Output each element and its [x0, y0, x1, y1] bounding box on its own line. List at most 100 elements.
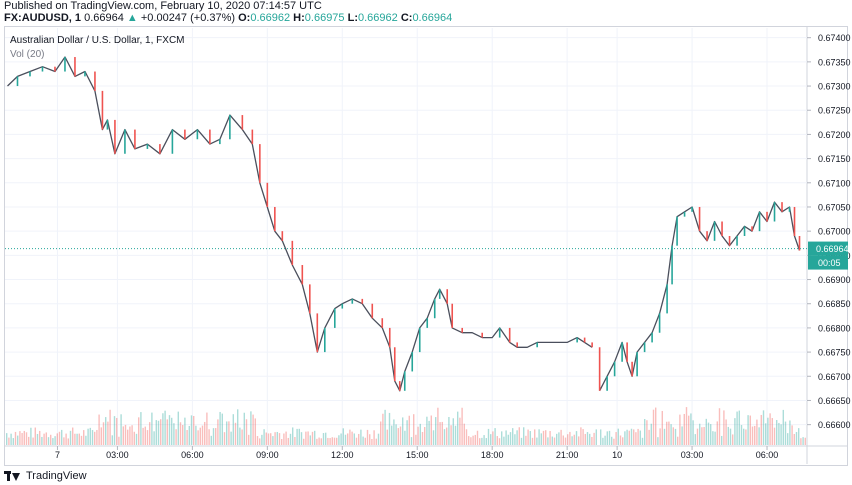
volume-bar [39, 430, 41, 445]
volume-bar [694, 434, 696, 445]
chart-legend: Australian Dollar / U.S. Dollar, 1, FXCM… [10, 34, 185, 62]
volume-bar [358, 433, 360, 445]
y-tick-label: 0.67300 [818, 82, 851, 92]
volume-bar [459, 417, 461, 445]
volume-bar [782, 409, 784, 445]
volume-bar [320, 438, 322, 445]
volume-bar [789, 420, 791, 445]
quote-line: FX:AUDUSD, 1 0.66964 ▲ +0.00247 (+0.37%)… [4, 12, 452, 24]
volume-bar [89, 427, 91, 445]
volume-bar [747, 415, 749, 445]
volume-bar [67, 438, 69, 445]
volume-bar [547, 437, 549, 445]
volume-bar [135, 433, 138, 445]
volume-bar [47, 437, 50, 445]
volume-bar [226, 421, 228, 445]
volume-bar [395, 424, 397, 445]
volume-bar [540, 433, 542, 445]
volume-bar [701, 427, 703, 445]
volume-bar [670, 424, 672, 445]
volume-bar [118, 436, 120, 445]
volume-bar [377, 433, 380, 445]
volume-bar [494, 428, 496, 445]
volume-bar [91, 430, 94, 445]
volume-bar [138, 417, 140, 445]
volume-bar [802, 437, 804, 445]
last-price-tag [808, 241, 848, 256]
volume-bar [241, 429, 243, 445]
volume-bar [69, 430, 72, 445]
volume-bar [666, 421, 668, 445]
volume-bar [615, 432, 617, 445]
high-value: 0.66975 [304, 12, 345, 24]
volume-bar [129, 426, 131, 445]
volume-bar [164, 410, 166, 445]
volume-bar [19, 431, 21, 445]
volume-bar [529, 431, 531, 445]
volume-bar [342, 428, 344, 445]
volume-bar [173, 423, 175, 445]
volume-bar [351, 431, 353, 445]
volume-bar [421, 431, 424, 445]
volume-bar [175, 429, 177, 445]
volume-bar [558, 432, 560, 445]
volume-bar [347, 433, 349, 445]
volume-bar [397, 428, 399, 445]
volume-bar [582, 429, 584, 445]
volume-bar [633, 429, 635, 445]
volume-bar [100, 427, 102, 445]
volume-bar [468, 436, 470, 445]
volume-bar [507, 434, 509, 445]
volume-bar [188, 425, 190, 445]
volume-bar [122, 426, 124, 445]
volume-bar [160, 419, 162, 445]
volume-bar [487, 428, 490, 445]
volume-bar [12, 438, 14, 445]
volume-bar [17, 435, 19, 445]
y-tick-label: 0.66700 [818, 372, 851, 382]
volume-bar [237, 409, 239, 445]
volume-bar [773, 427, 776, 445]
volume-bar [626, 429, 628, 445]
volume-bar [661, 410, 663, 445]
volume-bar [133, 431, 135, 445]
volume-bar [472, 435, 474, 445]
published-line: Published on TradingView.com, February 1… [4, 0, 322, 12]
volume-bar [270, 433, 272, 445]
volume-bar [545, 430, 547, 445]
tradingview-logo-icon [4, 470, 20, 481]
volume-bar [274, 432, 276, 445]
volume-bar [765, 423, 767, 445]
volume-bar [78, 433, 80, 445]
volume-bar [762, 410, 765, 445]
volume-bar [23, 430, 25, 445]
volume-bar [336, 437, 338, 445]
volume-bar [520, 437, 523, 445]
chart-title: Australian Dollar / U.S. Dollar, 1, FXCM [10, 35, 185, 46]
volume-bar [111, 435, 113, 445]
volume-bar [732, 434, 734, 445]
volume-bar [250, 411, 252, 445]
volume-bar [443, 429, 446, 445]
volume-bar [419, 423, 421, 445]
volume-bar [580, 427, 582, 445]
y-tick-label: 0.67250 [818, 106, 851, 116]
volume-bar [635, 432, 637, 445]
high-label: H: [293, 12, 305, 24]
volume-bar [360, 429, 362, 445]
volume-bar [153, 431, 155, 445]
volume-bar [595, 429, 597, 445]
volume-bar [450, 425, 452, 445]
volume-bar [512, 428, 514, 445]
volume-bar [624, 431, 626, 445]
volume-bar [30, 427, 32, 445]
symbol-label: FX:AUDUSD, 1 [4, 12, 82, 24]
volume-bar [556, 433, 558, 445]
volume-bar [619, 435, 622, 445]
volume-bar [344, 434, 347, 445]
volume-bar [549, 430, 551, 445]
volume-bar [641, 437, 644, 445]
volume-bar [776, 420, 778, 445]
volume-bar [800, 438, 802, 445]
